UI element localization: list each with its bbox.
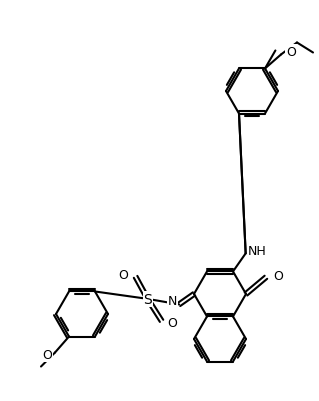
Text: S: S xyxy=(143,292,152,306)
Text: O: O xyxy=(273,269,283,282)
Text: N: N xyxy=(168,294,177,307)
Text: O: O xyxy=(286,46,296,59)
Text: O: O xyxy=(42,348,52,361)
Text: NH: NH xyxy=(248,244,266,257)
Text: O: O xyxy=(119,269,129,282)
Text: O: O xyxy=(167,316,177,330)
